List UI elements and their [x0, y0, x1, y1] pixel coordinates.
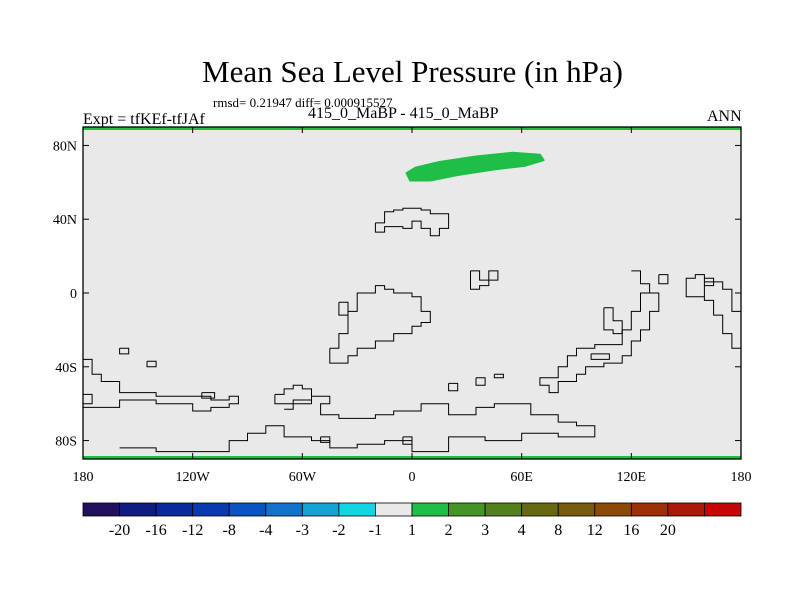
colorbar-label: -1 [369, 522, 382, 539]
plot-title: Mean Sea Level Pressure (in hPa) [202, 54, 623, 89]
coastline-outline [658, 274, 669, 285]
colorbar-swatch [521, 502, 559, 517]
coastline-outline [539, 270, 660, 394]
x-tick-label: 180 [73, 470, 94, 485]
coastline-outline [448, 382, 459, 392]
colorbar-swatch [411, 502, 449, 517]
coastline-outline [83, 393, 93, 405]
experiment-label: Expt = tfKEf-tfJAf [83, 111, 205, 128]
colorbar-swatch [155, 502, 194, 517]
colorbar-swatch [338, 502, 376, 517]
colorbar-swatch [594, 502, 632, 517]
colorbar-swatch [557, 502, 596, 517]
colorbar-label: -20 [109, 522, 130, 539]
colorbar-label: 1 [408, 522, 416, 539]
y-tick-label: 80S [55, 435, 77, 450]
coastline-outline [685, 274, 741, 349]
axis-ticks: 80N 40N 0 40S 80S 180 120W 60W 0 60E 120E 180 [53, 127, 752, 485]
colorbar-swatch [228, 502, 267, 517]
y-tick-label: 80N [53, 139, 77, 154]
colorbar-swatch [82, 502, 120, 517]
x-tick-label: 60W [289, 470, 317, 485]
coastline-outline [338, 301, 349, 316]
coastline-outline [590, 353, 610, 360]
coastline-outline [83, 358, 239, 412]
colorbar-swatch [630, 502, 669, 517]
colorbar-label: 3 [481, 522, 489, 539]
colorbar-swatch [484, 502, 523, 517]
colorbar-label: -12 [182, 522, 203, 539]
colorbar: -20 -16 -12 -8 -4 -3 -2 -1 1 2 3 4 8 12 16 20 [82, 502, 742, 539]
colorbar-label: -4 [259, 522, 272, 539]
comparison-label: 415_0_MaBP - 415_0_MaBP [308, 105, 499, 122]
colorbar-label: -16 [145, 522, 166, 539]
colorbar-swatch [704, 502, 742, 517]
colorbar-swatch [301, 502, 340, 517]
stats-line: rmsd= 0.21947 diff= 0.000915527 [213, 95, 393, 110]
coastline-outline [146, 360, 157, 368]
colorbar-label: 20 [660, 522, 676, 539]
coastline-outline [274, 384, 312, 405]
x-tick-label: 0 [409, 470, 416, 485]
coastline-outline [119, 395, 596, 453]
coastline-outline [603, 307, 623, 335]
colorbar-label: 12 [587, 522, 603, 539]
coastline-outline [475, 377, 486, 386]
coastline-outline [470, 270, 499, 290]
coastline-outline [201, 392, 216, 399]
y-tick-label: 40S [55, 361, 77, 376]
colorbar-label: -2 [332, 522, 345, 539]
y-tick-label: 40N [53, 213, 77, 228]
colorbar-swatch [265, 502, 303, 517]
colorbar-swatch [667, 502, 705, 517]
colorbar-label: -3 [296, 522, 309, 539]
coastline-outline [493, 373, 504, 379]
continent-outlines [83, 207, 741, 453]
x-tick-label: 180 [731, 470, 752, 485]
colorbar-label: 2 [445, 522, 453, 539]
coastline-outline [329, 285, 431, 364]
colorbar-label: 16 [623, 522, 639, 539]
colorbar-swatch [192, 502, 230, 517]
x-tick-label: 120E [617, 470, 647, 485]
season-label: ANN [707, 108, 742, 125]
colorbar-swatch [375, 502, 413, 517]
colorbar-label: 4 [518, 522, 526, 539]
colorbar-label: 8 [554, 522, 562, 539]
colorbar-label: -8 [223, 522, 236, 539]
positive-anomaly-region [405, 151, 545, 182]
x-tick-label: 120W [176, 470, 211, 485]
coastline-outline [374, 207, 450, 237]
coastline-outline [402, 436, 413, 445]
y-tick-label: 0 [70, 287, 77, 302]
x-tick-label: 60E [510, 470, 533, 485]
coastline-outline [320, 436, 331, 443]
colorbar-swatch [119, 502, 157, 517]
coastline-outline [119, 347, 130, 355]
colorbar-swatch [448, 502, 486, 517]
